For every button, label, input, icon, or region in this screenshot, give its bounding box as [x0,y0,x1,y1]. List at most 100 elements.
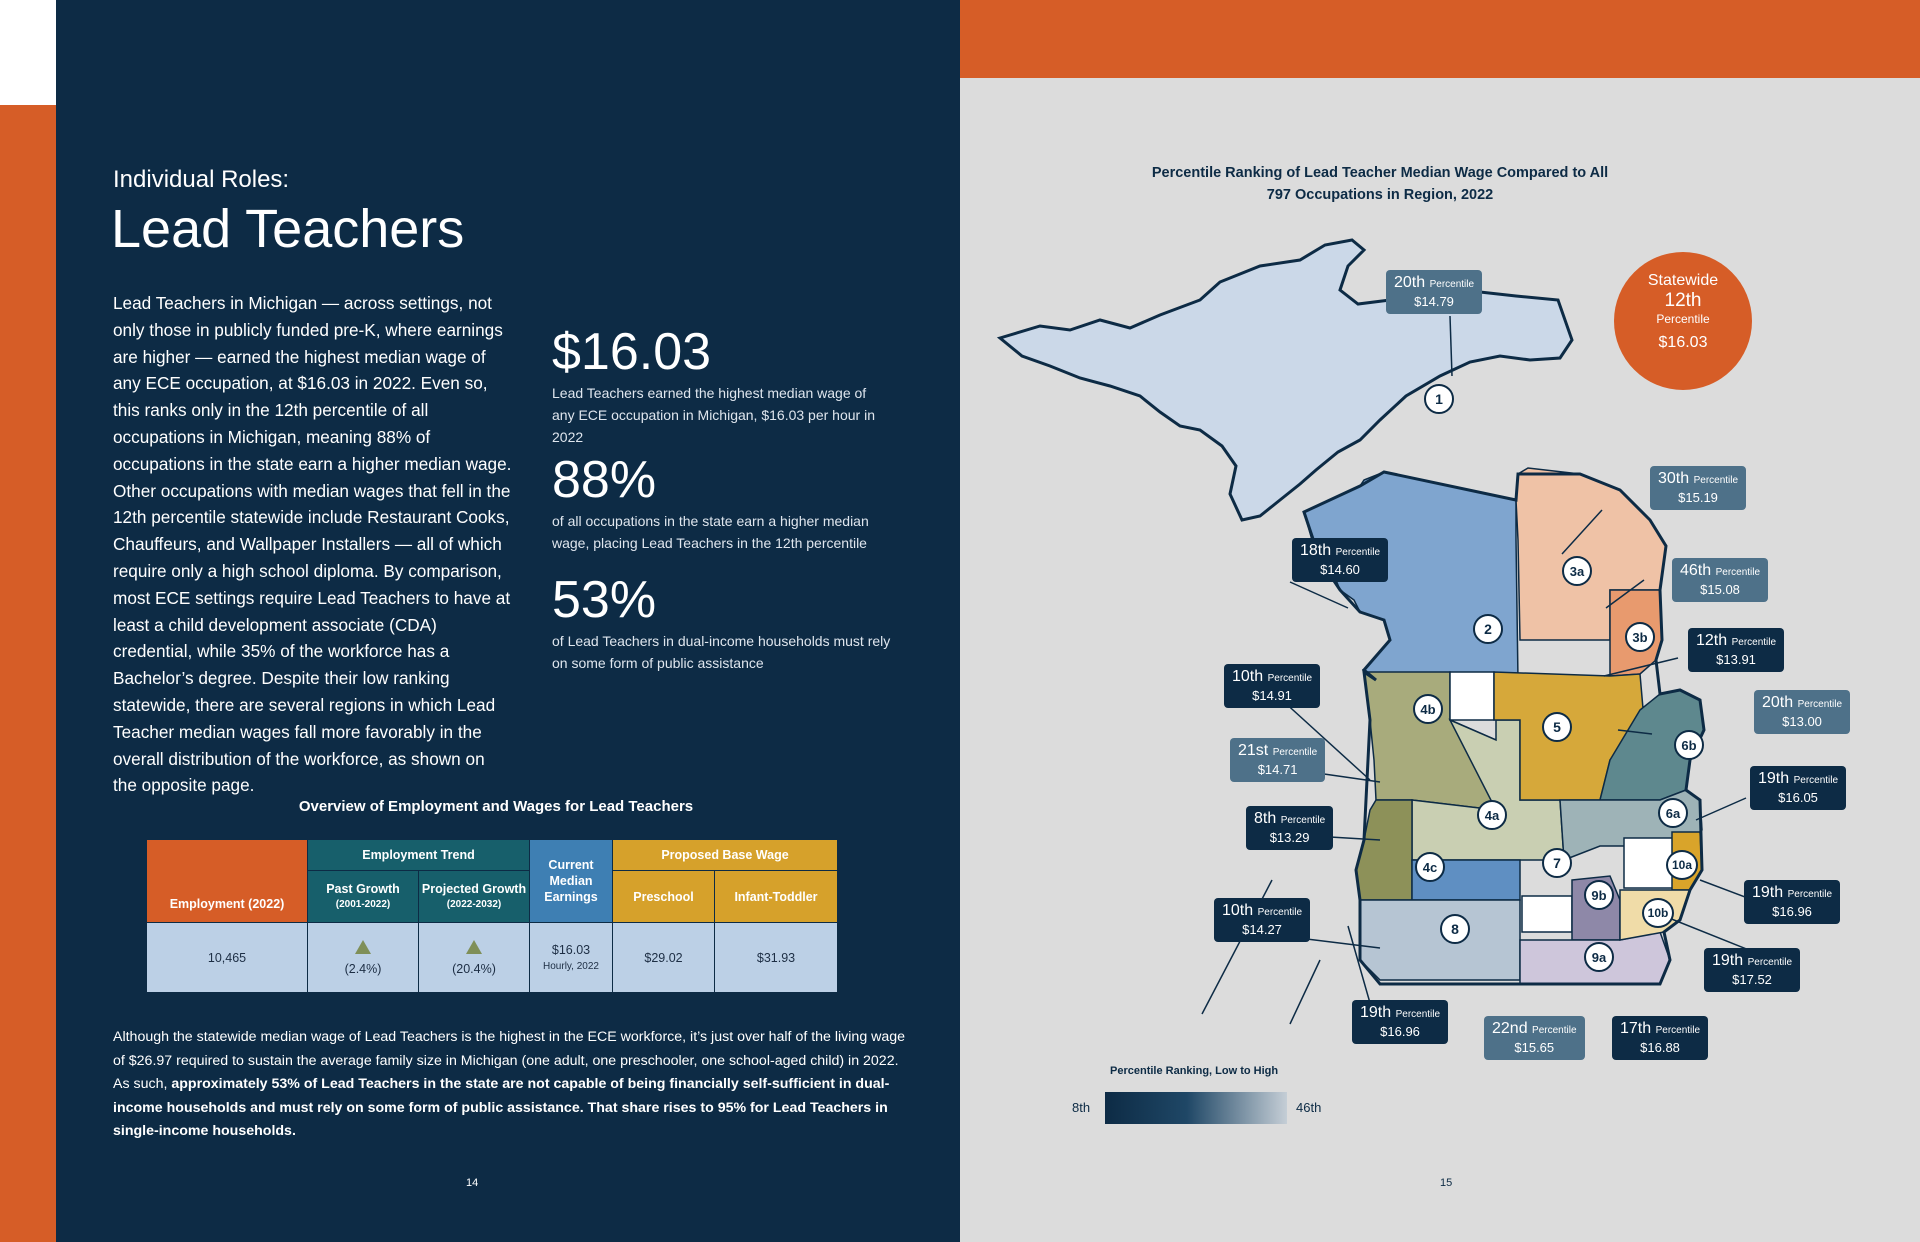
callout-percentile-word: Percentile [1655,1025,1701,1036]
header-projected-growth: Projected Growth (2022-2032) [419,871,529,922]
callout-rank: 20th [1762,694,1794,711]
header-current-earnings: Current Median Earnings [530,840,612,922]
callout-rank: 10th [1222,902,1254,919]
header-employment-trend: Employment Trend [308,840,529,870]
region-marker-6a: 6a [1658,798,1688,828]
region-marker-1: 1 [1424,384,1454,414]
region-marker-3a: 3a [1562,556,1592,586]
callout-region-10b: 19th Percentile $17.52 [1704,948,1801,992]
callout-rank: 12th [1696,632,1728,649]
statewide-label: Statewide [1647,272,1719,289]
callout-region-4a: 21st Percentile $14.71 [1230,738,1326,782]
callout-wage: $13.91 [1716,652,1756,667]
region-marker-9a: 9a [1584,942,1614,972]
callout-rank: 19th [1712,952,1744,969]
stat-value: $16.03 [552,323,712,381]
callout-region-3a: 30th Percentile $15.19 [1650,466,1747,510]
callout-percentile-word: Percentile [1797,699,1843,710]
callout-rank: 17th [1620,1020,1652,1037]
triangle-up-icon [355,939,371,954]
callout-region-1: 20th Percentile $14.79 [1386,270,1483,314]
callout-rank: 46th [1680,562,1712,579]
callout-percentile-word: Percentile [1335,547,1381,558]
callout-percentile-word: Percentile [1747,957,1793,968]
callout-region-6a: 19th Percentile $16.05 [1750,766,1847,810]
callout-rank: 21st [1238,742,1269,759]
footer-plain: Although the statewide median wage of Le… [113,1029,906,1092]
region-marker-3b: 3b [1625,622,1655,652]
stat-median-wage: $16.03 Lead Teachers earned the highest … [552,322,892,448]
past-growth-value: (2.4%) [344,961,382,976]
michigan-map [996,238,1791,1025]
callout-wage: $17.52 [1732,972,1772,987]
value-infant-toddler: $31.93 [715,923,837,992]
callout-rank: 10th [1232,668,1264,685]
callout-rank: 19th [1360,1004,1392,1021]
callout-percentile-word: Percentile [1395,1009,1441,1020]
current-earnings-note: Hourly, 2022 [543,961,599,972]
region-marker-10b: 10b [1642,898,1674,928]
callout-rank: 19th [1752,884,1784,901]
lower-peninsula-outline [1302,470,1706,986]
region-marker-5: 5 [1542,712,1572,742]
value-employment: 10,465 [147,923,307,992]
footer-paragraph: Although the statewide median wage of Le… [113,1026,913,1144]
current-earnings-value: $16.03 [551,943,591,957]
table-title: Overview of Employment and Wages for Lea… [298,798,694,815]
callout-percentile-word: Percentile [1267,673,1313,684]
callout-rank: 19th [1758,770,1790,787]
legend-gradient-bar [1105,1092,1287,1124]
stat-description: Lead Teachers earned the highest median … [552,385,875,445]
statewide-wage: $16.03 [1658,334,1708,351]
callout-wage: $13.00 [1782,714,1822,729]
callout-rank: 30th [1658,470,1690,487]
callout-wage: $14.91 [1252,688,1292,703]
wages-table: Employment (2022) Employment Trend Past … [147,840,837,992]
callout-percentile-word: Percentile [1272,747,1318,758]
callout-wage: $16.88 [1640,1040,1680,1055]
region-marker-7: 7 [1542,848,1572,878]
footer-bold: approximately 53% of Lead Teachers in th… [113,1076,890,1139]
page-number-right: 15 [1440,1177,1453,1189]
map-title: Percentile Ranking of Lead Teacher Media… [1151,165,1609,203]
callout-wage: $14.27 [1242,922,1282,937]
callout-wage: $15.08 [1700,582,1740,597]
region-8 [1359,899,1521,981]
header-infant-toddler: Infant-Toddler [715,871,837,922]
stat-value: 88% [552,451,657,509]
callout-region-2: 18th Percentile $14.60 [1292,538,1389,582]
callout-wage: $16.96 [1380,1024,1420,1039]
projected-growth-value: (20.4%) [452,961,496,976]
region-marker-2: 2 [1473,614,1503,644]
callout-wage: $14.60 [1320,562,1360,577]
callout-percentile-word: Percentile [1787,889,1833,900]
right-page: Percentile Ranking of Lead Teacher Media… [960,0,1920,1242]
callout-wage: $13.29 [1269,830,1310,845]
region-marker-4a: 4a [1477,800,1507,830]
header-preschool: Preschool [613,871,714,922]
triangle-up-icon [466,939,482,954]
callout-rank: 18th [1300,542,1332,559]
callout-rank: 8th [1254,810,1277,827]
region-marker-6b: 6b [1674,730,1704,760]
projected-growth-label: Projected Growth [421,881,527,896]
callout-region-4c: 8th Percentile $13.29 [1246,806,1334,850]
callout-wage: $14.71 [1257,762,1298,777]
stat-description: of all occupations in the state earn a h… [552,513,869,551]
callout-wage: $16.96 [1772,904,1812,919]
callout-rank: 20th [1394,274,1426,291]
right-orange-band [960,0,1920,78]
header-employment: Employment (2022) [147,840,307,922]
left-orange-band [0,105,56,1242]
statewide-percentile-word: Percentile [1656,312,1710,326]
region-marker-8: 8 [1440,914,1470,944]
callout-region-8: 10th Percentile $14.27 [1214,898,1311,942]
value-projected-growth: (20.4%) [419,923,529,992]
legend-title: Percentile Ranking, Low to High [1110,1065,1279,1077]
callout-rank: 22nd [1492,1020,1528,1037]
callout-percentile-word: Percentile [1715,567,1761,578]
statewide-badge: Statewide 12th Percentile $16.03 [1614,252,1752,390]
callout-region-10a: 19th Percentile $16.96 [1744,880,1841,924]
callout-wage: $15.19 [1678,490,1718,505]
region-unranked-b [1521,895,1573,933]
